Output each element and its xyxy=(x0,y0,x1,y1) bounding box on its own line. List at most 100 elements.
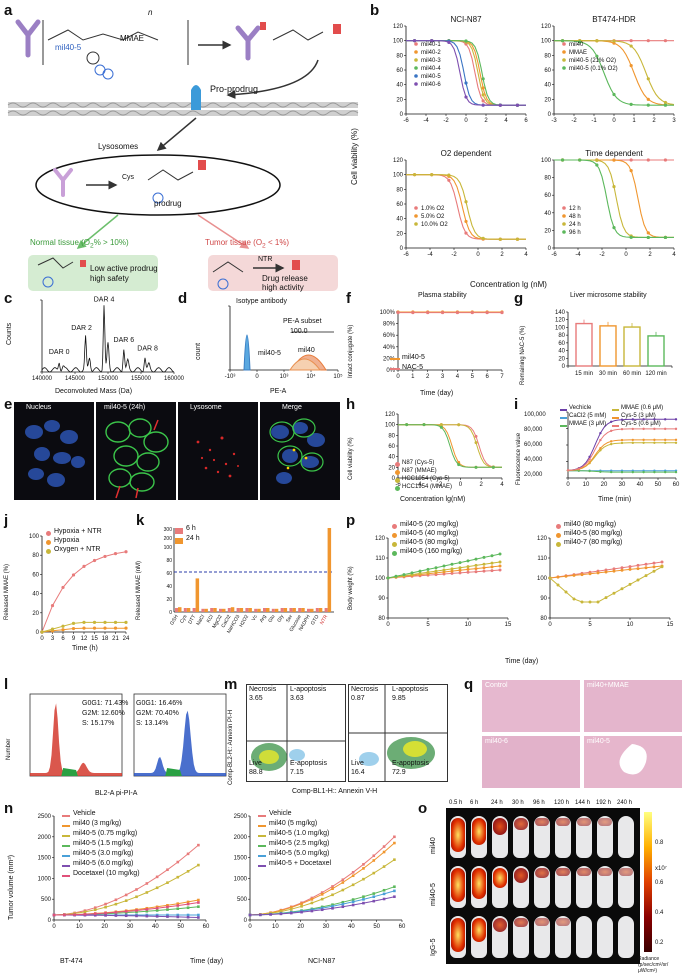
panel-o-time-1: 0.5 h xyxy=(449,800,463,806)
panel-p-1-xtick-label: 10 xyxy=(465,622,472,628)
panel-b-3-xtick-label: -6 xyxy=(403,252,409,258)
panel-p-curve-2-3 xyxy=(549,566,663,603)
panel-m-left-lapop-value: 3.63 xyxy=(290,695,304,702)
panel-j-xtick-label: 3 xyxy=(51,636,55,642)
panel-c-ylabel: Counts xyxy=(6,322,13,345)
panel-e-title-nucleus: Nucleus xyxy=(26,404,52,411)
panel-i-xtick-label: 40 xyxy=(637,482,644,488)
panel-g-category-4: 120 min xyxy=(645,371,666,377)
panel-k-bar-24h-13 xyxy=(283,608,288,612)
panel-b-4-xtick-label: -6 xyxy=(551,252,557,258)
panel-b-3-xtick-label: -4 xyxy=(427,252,433,258)
panel-b-point-1-2 xyxy=(481,86,485,90)
panel-j-ytick-label: 80 xyxy=(32,553,39,559)
panel-n-1-xtick-label: 20 xyxy=(101,924,108,930)
panel-f-xtick-label: 7 xyxy=(500,374,504,380)
panel-o-row-1: mil40 xyxy=(430,837,437,854)
panel-o-signal-2-2 xyxy=(472,868,486,899)
panel-o-time-4: 30 h xyxy=(512,800,524,806)
panel-n-2-xtick-label: 20 xyxy=(297,924,304,930)
panel-o-mouse-1-9 xyxy=(618,816,634,858)
panel-h-point-3 xyxy=(439,423,443,427)
panel-i-legend-swatch-2 xyxy=(560,417,567,419)
panel-b-3-ytick-label: 60 xyxy=(396,202,403,208)
panel-p-curve-2-2 xyxy=(549,565,663,579)
panel-c-peak-label: DAR 2 xyxy=(71,325,92,332)
panel-g-bar-1 xyxy=(575,322,593,367)
panel-b-point-3-3 xyxy=(498,237,502,241)
panel-a-drawing xyxy=(7,19,359,291)
panel-b-point-1-6 xyxy=(447,40,451,44)
panel-i-xtick-label: 50 xyxy=(655,482,662,488)
panel-g-bar-3 xyxy=(623,326,641,367)
panel-n-legend-1-4: mil40-5 (1.5 mg/kg) xyxy=(73,840,134,847)
panel-d-histogram: -10³ 0 10³ 10⁴ 10⁵ xyxy=(225,305,343,380)
panel-h-ytick-label: 120 xyxy=(385,412,396,418)
panel-b-legend-2-4: mil40-5 (0.1% O2) xyxy=(569,66,618,72)
panel-n-1-xtick-label: 50 xyxy=(177,924,184,930)
panel-label-p: p xyxy=(346,512,356,529)
panel-k-ytick-label: 80 xyxy=(166,558,172,564)
panel-b-point-2-4 xyxy=(578,40,582,44)
panel-n-ylabel: Tumor volume (mm³) xyxy=(8,854,15,920)
panel-d-xtick-label: 0 xyxy=(255,374,259,380)
panel-b-title-2: BT474-HDR xyxy=(592,15,636,24)
panel-b-legend-3-2: 5.0% O2 xyxy=(421,214,445,220)
panel-c-xtick-label: 140000 xyxy=(32,376,53,382)
panel-f-xtick-label: 5 xyxy=(471,374,475,380)
panel-n-legend-swatch-1-2 xyxy=(62,825,70,827)
panel-a-prodrug-label: prodrug xyxy=(154,199,182,208)
panel-i-curve-6 xyxy=(567,428,676,471)
panel-p-1-ytick-label: 110 xyxy=(375,556,385,562)
panel-h-ytick-label: 40 xyxy=(388,455,395,461)
panel-h-xtick-label: 0 xyxy=(459,482,463,488)
panel-b-legend-marker-1-5 xyxy=(414,74,418,78)
panel-k-bar-6h-2 xyxy=(183,608,187,612)
panel-f-ytick-label: 20% xyxy=(383,356,396,362)
panel-o-mouse-3-9 xyxy=(618,916,634,958)
panel-b-point-4-2 xyxy=(646,231,650,235)
panel-k-ytick-label: 200 xyxy=(164,536,173,542)
panel-b-3-xtick-label: 2 xyxy=(500,252,504,258)
panel-o-signal-1-7 xyxy=(577,818,591,826)
panel-b-point-4-4 xyxy=(578,158,582,162)
panel-h-xtick-label: -4 xyxy=(416,482,422,488)
panel-b-point-3-1 xyxy=(464,231,468,235)
panel-n-2-ytick-label: 1500 xyxy=(234,856,248,862)
panel-b-2-ytick-label: 20 xyxy=(544,97,551,103)
panel-b-point-3-3 xyxy=(464,200,468,204)
panel-b-3-ytick-label: 80 xyxy=(396,187,403,193)
panel-h-xtick-label: -2 xyxy=(437,482,443,488)
panel-i-xtick-label: 30 xyxy=(619,482,626,488)
panel-p-1-ytick-label: 90 xyxy=(378,596,385,602)
panel-b-point-4-3 xyxy=(595,158,599,163)
panel-n-legend-2-4: mil40-5 (2.5 mg/kg) xyxy=(269,840,330,847)
panel-i-ytick-label-5: 100,000 xyxy=(524,412,546,418)
panel-p-right-chart: 0 5 10 15 80 90 100 110 120 xyxy=(537,536,674,628)
panel-f-xtick-label: 1 xyxy=(411,374,415,380)
panel-n-right-chart: 0 10 20 30 40 50 60 0 500 1000 1500 2000 2500 xyxy=(234,814,406,930)
panel-h-point-4 xyxy=(474,465,478,469)
panel-o-time-6: 120 h xyxy=(554,800,570,806)
panel-f-xtick-label: 6 xyxy=(485,374,489,380)
panel-h-point-4 xyxy=(439,425,443,429)
panel-label-l: l xyxy=(4,676,9,693)
panel-g-ytick-label: 60 xyxy=(558,341,565,347)
panel-b-legend-2-1: mil40 xyxy=(569,42,584,48)
panel-o-signal-1-4 xyxy=(514,818,528,830)
panel-b-point-2-2 xyxy=(629,64,633,68)
panel-n-point-1-3 xyxy=(197,863,200,867)
panel-b-2-ytick-label: 100 xyxy=(541,39,552,45)
panel-p-2-ytick-label: 80 xyxy=(540,616,547,622)
panel-d-xtick-label: 10⁴ xyxy=(306,373,316,380)
panel-h-ytick-label: 20 xyxy=(388,465,395,471)
panel-o-signal-2-8 xyxy=(598,868,612,876)
panel-p-2-ytick-label: 90 xyxy=(540,596,547,602)
panel-b-4-ytick-label: 40 xyxy=(544,211,551,217)
panel-d-isotype-peak xyxy=(243,334,251,371)
panel-g-title: Liver microsome stability xyxy=(570,292,647,299)
panel-l-left-s: S: 15.17% xyxy=(82,720,115,727)
panel-k-bar-6h-5 xyxy=(210,608,214,612)
panel-i-chart: 0 10 20 30 40 50 60 xyxy=(566,411,680,488)
